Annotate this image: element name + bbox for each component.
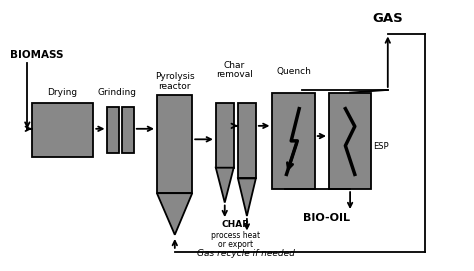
- Bar: [238, 103, 256, 178]
- Text: or export: or export: [218, 240, 253, 249]
- Polygon shape: [238, 178, 256, 216]
- Text: Grinding: Grinding: [97, 88, 137, 96]
- Bar: [122, 107, 134, 153]
- Polygon shape: [216, 168, 234, 202]
- Bar: [32, 103, 93, 157]
- Text: process heat: process heat: [211, 231, 260, 240]
- Text: Char: Char: [224, 61, 245, 70]
- Bar: [108, 107, 119, 153]
- Text: Gas recycle if needed: Gas recycle if needed: [198, 249, 295, 257]
- Text: GAS: GAS: [373, 12, 403, 25]
- Text: BIOMASS: BIOMASS: [10, 50, 64, 60]
- Bar: [216, 103, 234, 168]
- Text: Drying: Drying: [47, 88, 78, 96]
- Text: CHAR: CHAR: [221, 220, 250, 229]
- Text: BIO-OIL: BIO-OIL: [303, 213, 350, 223]
- Text: removal: removal: [216, 70, 253, 79]
- Text: Quench: Quench: [276, 67, 311, 76]
- Text: ESP: ESP: [373, 142, 388, 151]
- Text: reactor: reactor: [158, 82, 191, 91]
- Polygon shape: [157, 193, 192, 235]
- Bar: [329, 93, 371, 189]
- Bar: [273, 93, 315, 189]
- Text: Pyrolysis: Pyrolysis: [155, 72, 195, 80]
- Bar: [157, 95, 192, 193]
